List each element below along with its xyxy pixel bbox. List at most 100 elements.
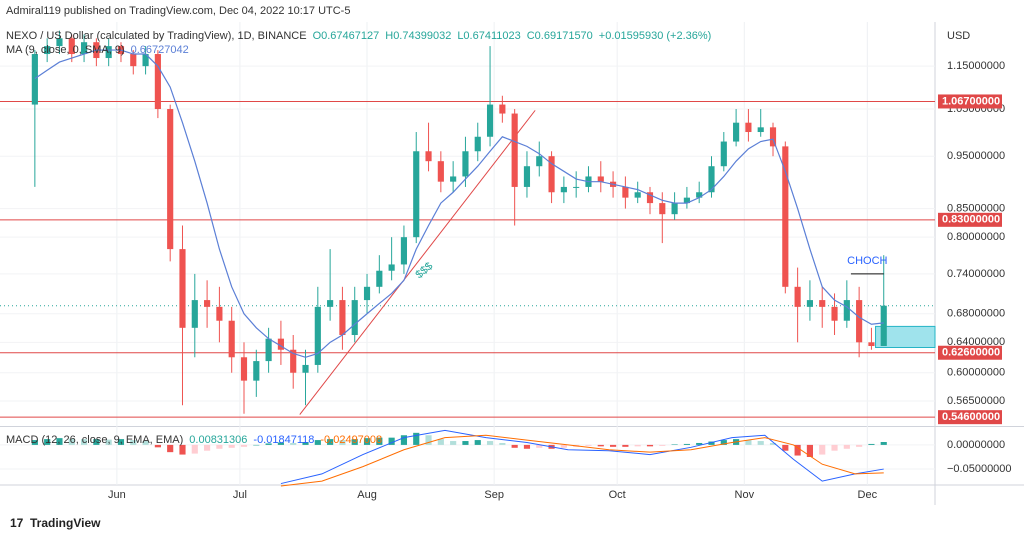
candle-body [277, 338, 284, 350]
candle-body [339, 300, 346, 336]
candle-body [560, 186, 567, 193]
macd-bar [819, 444, 826, 455]
macd-bar [388, 437, 395, 445]
macd-bar [585, 444, 592, 446]
ma-value: 0.66727042 [131, 44, 189, 56]
candle-body [462, 151, 469, 177]
macd-value: 0.00831306 [189, 434, 247, 446]
candle-body [511, 113, 518, 187]
y-tick-label: 0.00000000 [947, 439, 1005, 451]
macd-bar [843, 444, 850, 449]
candle-body [191, 300, 198, 328]
candle-body [290, 349, 297, 373]
x-tick-label: Nov [735, 489, 755, 501]
candle-body [745, 122, 752, 133]
macd-bar [327, 439, 334, 445]
macd-bar [400, 435, 408, 445]
candle-body [56, 38, 63, 47]
macd-bar [191, 444, 198, 454]
candle-body [142, 54, 149, 67]
macd-bar [757, 441, 764, 445]
macd-bar [142, 441, 149, 445]
candle-body [450, 176, 457, 182]
macd-bar [720, 440, 727, 445]
candle-body [253, 361, 260, 381]
candle-body [782, 146, 789, 287]
candle-body [634, 192, 641, 198]
candle-body [733, 122, 740, 142]
macd-bar [868, 443, 875, 445]
macd-bar [806, 444, 813, 457]
x-tick-label: Jul [233, 489, 247, 501]
y-tick-label: 0.68000000 [947, 308, 1005, 320]
y-tick-label: 0.80000000 [947, 231, 1005, 243]
macd-bar [363, 438, 371, 445]
candle-body [351, 300, 358, 336]
candle-body [228, 320, 235, 358]
candle-body [240, 357, 248, 381]
y-tick-label: 0.74000000 [947, 268, 1005, 280]
candle-body [437, 161, 444, 182]
candle-body [769, 127, 777, 147]
macd-bar [499, 442, 506, 445]
candle-body [388, 264, 395, 271]
ma-legend: MA (9, close, 0, SMA, 9) [6, 44, 125, 56]
y-tick-label: 1.15000000 [947, 60, 1005, 72]
macd-bar [376, 437, 383, 445]
macd-bar [536, 444, 543, 448]
macd-bar [302, 442, 309, 445]
macd-bar [105, 439, 112, 445]
candle-body [327, 300, 334, 307]
macd-bar [130, 440, 137, 445]
macd-bar [708, 441, 715, 445]
candle-body [573, 186, 580, 188]
macd-bar [80, 439, 88, 445]
macd-bar [413, 432, 420, 445]
y-tick-label: −0.05000000 [947, 463, 1012, 475]
candle-body [806, 300, 813, 307]
candle-body [130, 54, 137, 67]
macd-value: -0.01847118 [253, 434, 314, 446]
y-tick-label: 0.95000000 [947, 150, 1005, 162]
trend-line [299, 110, 536, 415]
x-tick-label: Oct [609, 489, 626, 501]
candle-body [425, 151, 432, 162]
candle-body [376, 270, 383, 287]
macd-bar [856, 444, 863, 447]
y-tick-label: 0.56500000 [947, 395, 1005, 407]
candle-body [622, 186, 629, 198]
macd-bar [204, 444, 211, 451]
macd-bar [425, 435, 432, 445]
y-tick-label: 0.64000000 [947, 336, 1005, 348]
candle-body [44, 46, 51, 55]
candle-body [400, 237, 408, 265]
level-label: 0.62600000 [942, 347, 1000, 359]
macd-bar [782, 444, 789, 451]
macd-bar [486, 441, 494, 445]
candle-body [413, 151, 420, 238]
macd-bar [474, 440, 481, 445]
level-tag [938, 345, 1002, 360]
macd-bar [68, 438, 75, 445]
macd-bar [671, 444, 678, 445]
signal-line [280, 434, 884, 487]
level-tag [938, 212, 1002, 227]
candle-body [523, 166, 531, 187]
macd-bar [31, 440, 38, 445]
y-tick-label: 0.60000000 [947, 367, 1005, 379]
candle-body [499, 104, 506, 114]
candle-body [819, 300, 826, 307]
level-label: 1.06700000 [942, 95, 1000, 107]
macd-bar [56, 438, 63, 445]
candle-body [536, 156, 543, 167]
candle-body [856, 300, 863, 343]
candle-body [302, 364, 309, 373]
level-label: 0.54600000 [942, 411, 1000, 423]
x-tick-label: Dec [858, 489, 878, 501]
candle-body [179, 249, 186, 328]
ohlc-value: +0.01595930 (+2.36%) [599, 30, 712, 42]
macd-bar [44, 439, 51, 445]
macd-bar [610, 444, 617, 447]
candle-body [68, 38, 75, 55]
